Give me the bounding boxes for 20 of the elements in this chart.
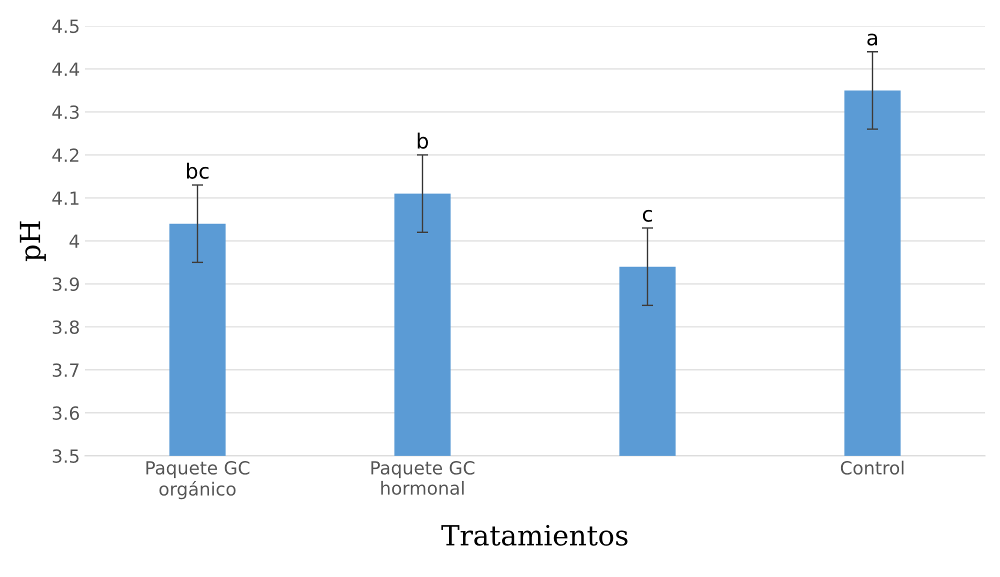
y-tick-label: 4.4 (52, 62, 80, 76)
x-tick-label: Control (840, 460, 904, 475)
y-tick-label: 3.8 (52, 320, 79, 334)
y-axis-title: pH (20, 221, 46, 262)
annotation: b (418, 132, 428, 149)
x-tick-label: Paquete GC orgánico (146, 461, 250, 500)
y-tick-label: 4.5 (52, 20, 79, 34)
annotation: a (867, 34, 877, 46)
y-tick-label: 3.9 (52, 277, 79, 291)
y-tick-label: 3.6 (52, 406, 80, 420)
y-tick-label: 3.7 (52, 363, 79, 377)
y-tick-label: 4.1 (52, 192, 78, 205)
y-tick-label: 4.3 (52, 105, 79, 120)
annotation: bc (187, 162, 209, 179)
y-tick-label: 4 (70, 234, 80, 248)
x-axis-title: Tratamientos (441, 524, 628, 546)
y-tick-label: 4.2 (52, 148, 78, 162)
x-tick-label: Paquete GC hormonal (371, 461, 474, 495)
annotation: c (642, 210, 652, 222)
y-tick-label: 3.5 (52, 449, 79, 463)
